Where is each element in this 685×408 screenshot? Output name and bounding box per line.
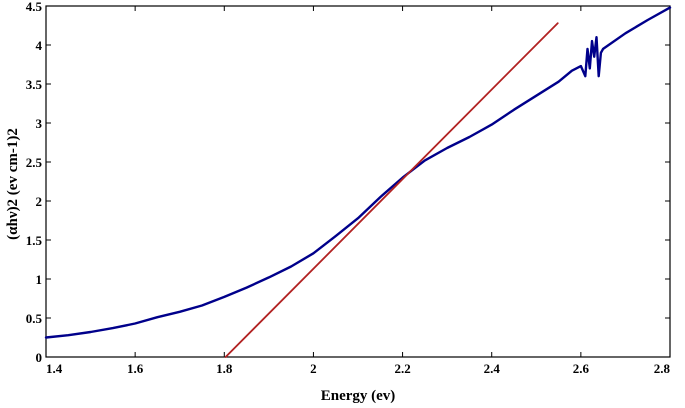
y-tick-label: 1 <box>36 272 43 287</box>
x-tick-label: 1.4 <box>46 361 63 376</box>
x-tick-label: 1.6 <box>127 361 144 376</box>
measured-data-line <box>44 6 672 339</box>
x-tick-label: 2.6 <box>573 361 590 376</box>
x-tick-label: 1.8 <box>216 361 233 376</box>
y-tick-label: 4.5 <box>26 0 43 14</box>
y-tick-label: 0.5 <box>26 311 43 326</box>
x-axis-title: Energy (ev) <box>321 388 396 404</box>
linear-fit-line <box>224 22 559 358</box>
y-tick-label: 0 <box>36 350 43 365</box>
x-tick-label: 2 <box>310 361 317 376</box>
y-tick-label: 3.5 <box>26 77 43 92</box>
y-tick-label: 2.5 <box>26 155 43 170</box>
plot-area: 1.4 1.6 1.8 2 2.2 2.4 2.6 2.8 0 0.5 1 1.5 2 2.5 3 3.5 4 4… <box>26 0 672 376</box>
y-tick-label: 3 <box>36 116 43 131</box>
x-tick-label: 2.2 <box>394 361 410 376</box>
x-tick-label: 2.8 <box>654 361 671 376</box>
y-axis-title: (αhν)2 (ev cm-1)2 <box>5 128 21 240</box>
y-tick-label: 1.5 <box>26 233 43 248</box>
y-tick-label: 2 <box>36 194 43 209</box>
y-tick-label: 4 <box>36 38 43 53</box>
x-tick-label: 2.4 <box>484 361 501 376</box>
plot-frame <box>45 5 671 358</box>
